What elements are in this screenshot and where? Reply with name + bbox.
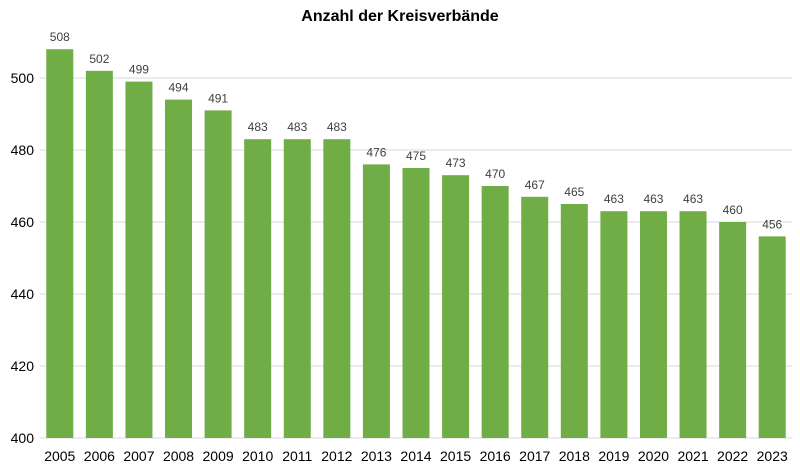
- bar: [323, 139, 351, 438]
- data-label: 467: [525, 178, 545, 192]
- x-tick-label: 2019: [598, 448, 629, 464]
- y-tick-label: 400: [11, 430, 35, 446]
- x-tick-label: 2013: [361, 448, 392, 464]
- bar: [719, 222, 747, 438]
- x-tick-label: 2006: [84, 448, 115, 464]
- chart-title: Anzahl der Kreisverbände: [301, 8, 499, 25]
- data-label: 463: [683, 192, 703, 206]
- bar: [362, 164, 390, 438]
- x-tick-label: 2008: [163, 448, 194, 464]
- x-tick-label: 2018: [559, 448, 590, 464]
- bar: [204, 110, 232, 439]
- data-label: 463: [643, 192, 663, 206]
- data-label: 465: [564, 185, 584, 199]
- bar: [165, 99, 193, 438]
- data-label: 456: [762, 217, 782, 231]
- bar: [244, 139, 272, 438]
- y-tick-label: 440: [11, 286, 35, 302]
- bar: [402, 168, 430, 438]
- x-tick-label: 2012: [321, 448, 352, 464]
- data-label: 476: [366, 145, 386, 159]
- bar: [639, 211, 667, 438]
- x-tick-label: 2022: [717, 448, 748, 464]
- bar: [125, 81, 153, 438]
- bar: [442, 175, 470, 438]
- data-label: 483: [287, 120, 307, 134]
- x-tick-label: 2021: [677, 448, 708, 464]
- x-tick-label: 2010: [242, 448, 273, 464]
- bar: [481, 186, 509, 438]
- bar: [283, 139, 311, 438]
- data-label: 473: [446, 156, 466, 170]
- x-tick-label: 2020: [638, 448, 669, 464]
- data-label: 460: [723, 203, 743, 217]
- data-label: 494: [169, 81, 189, 95]
- y-tick-label: 420: [11, 358, 35, 374]
- bar: [560, 204, 588, 438]
- x-tick-label: 2005: [44, 448, 75, 464]
- data-label: 483: [248, 120, 268, 134]
- bar: [679, 211, 707, 438]
- bar: [758, 236, 786, 438]
- data-label: 483: [327, 120, 347, 134]
- data-label: 502: [89, 52, 109, 66]
- data-label: 491: [208, 91, 228, 105]
- data-label: 463: [604, 192, 624, 206]
- x-tick-label: 2017: [519, 448, 550, 464]
- x-tick-label: 2009: [203, 448, 234, 464]
- y-tick-label: 500: [11, 70, 35, 86]
- data-label: 475: [406, 149, 426, 163]
- x-tick-label: 2011: [282, 448, 312, 464]
- bar: [521, 196, 549, 438]
- data-label: 508: [50, 30, 70, 44]
- bar: [600, 211, 628, 438]
- x-tick-label: 2023: [757, 448, 788, 464]
- y-tick-label: 460: [11, 214, 35, 230]
- x-tick-label: 2014: [400, 448, 431, 464]
- bar: [46, 49, 74, 438]
- data-label: 499: [129, 63, 149, 77]
- x-tick-label: 2016: [480, 448, 511, 464]
- bar: [85, 70, 113, 439]
- x-tick-label: 2007: [123, 448, 154, 464]
- data-label: 470: [485, 167, 505, 181]
- y-tick-label: 480: [11, 142, 35, 158]
- x-tick-label: 2015: [440, 448, 471, 464]
